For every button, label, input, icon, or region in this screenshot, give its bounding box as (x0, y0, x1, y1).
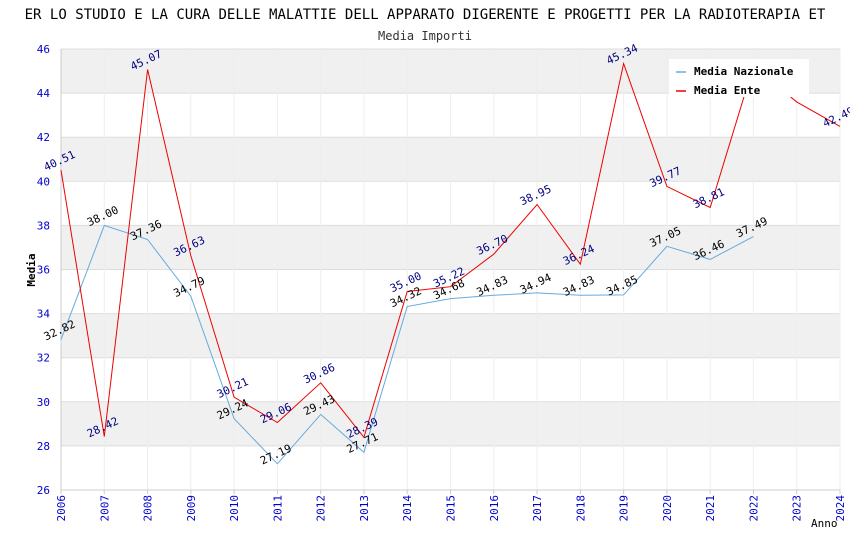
x-tick-label: 2012 (315, 495, 328, 522)
y-tick-labels: 26 28 30 32 34 36 38 40 42 44 46 (37, 43, 51, 497)
data-label-media-ente: 38.81 (691, 185, 727, 211)
axes (60, 49, 841, 494)
data-label-media-ente: 30.86 (301, 361, 337, 387)
x-tick-label: 2019 (618, 495, 631, 522)
x-axis-label: Anno (811, 517, 838, 530)
x-tick-label: 2021 (704, 495, 717, 522)
chart-title: ER LO STUDIO E LA CURA DELLE MALATTIE DE… (25, 7, 826, 23)
x-tick-label: 2022 (747, 495, 760, 522)
series-lines (60, 61, 841, 465)
x-tick-label: 2011 (271, 495, 284, 522)
data-label-media-ente: 42.49 (821, 104, 850, 130)
chart-subtitle: Media Importi (378, 29, 472, 43)
y-tick-label: 28 (37, 440, 50, 453)
y-axis-label: Media (25, 253, 38, 286)
x-tick-label: 2020 (661, 495, 674, 522)
y-tick-label: 42 (37, 131, 50, 144)
x-tick-label: 2014 (401, 495, 414, 522)
x-tick-label: 2013 (358, 495, 371, 522)
x-tick-label: 2008 (142, 495, 155, 522)
y-tick-label: 36 (37, 264, 50, 277)
x-tick-label: 2006 (55, 495, 68, 522)
x-tick-label: 2015 (445, 495, 458, 522)
legend-label-media-ente: Media Ente (694, 84, 761, 97)
y-tick-label: 30 (37, 396, 50, 409)
x-tick-label: 2016 (488, 495, 501, 522)
x-tick-label: 2024 (834, 495, 847, 522)
series-line-media-nazionale (60, 224, 754, 465)
y-tick-label: 26 (37, 484, 50, 497)
x-tick-label: 2007 (98, 495, 111, 522)
y-tick-label: 44 (37, 87, 51, 100)
x-tick-label: 2023 (791, 495, 804, 522)
x-tick-label: 2009 (185, 495, 198, 522)
y-tick-label: 46 (37, 43, 50, 56)
x-tick-label: 2018 (574, 495, 587, 522)
series-line-media-ente (60, 61, 841, 439)
x-tick-label: 2010 (228, 495, 241, 522)
y-tick-label: 38 (37, 219, 50, 232)
x-tick-labels: 2006 2007 2008 2009 2010 2011 2012 2013 2014 2015… (55, 495, 847, 522)
data-label-media-ente: 38.95 (518, 182, 554, 208)
legend: Media Nazionale Media Ente (669, 59, 809, 97)
legend-label-media-nazionale: Media Nazionale (694, 65, 794, 78)
y-tick-label: 40 (37, 175, 50, 188)
y-tick-label: 34 (37, 308, 51, 321)
x-tick-label: 2017 (531, 495, 544, 522)
gridlines (60, 48, 841, 491)
y-tick-label: 32 (37, 352, 50, 365)
legend-box (669, 59, 809, 97)
